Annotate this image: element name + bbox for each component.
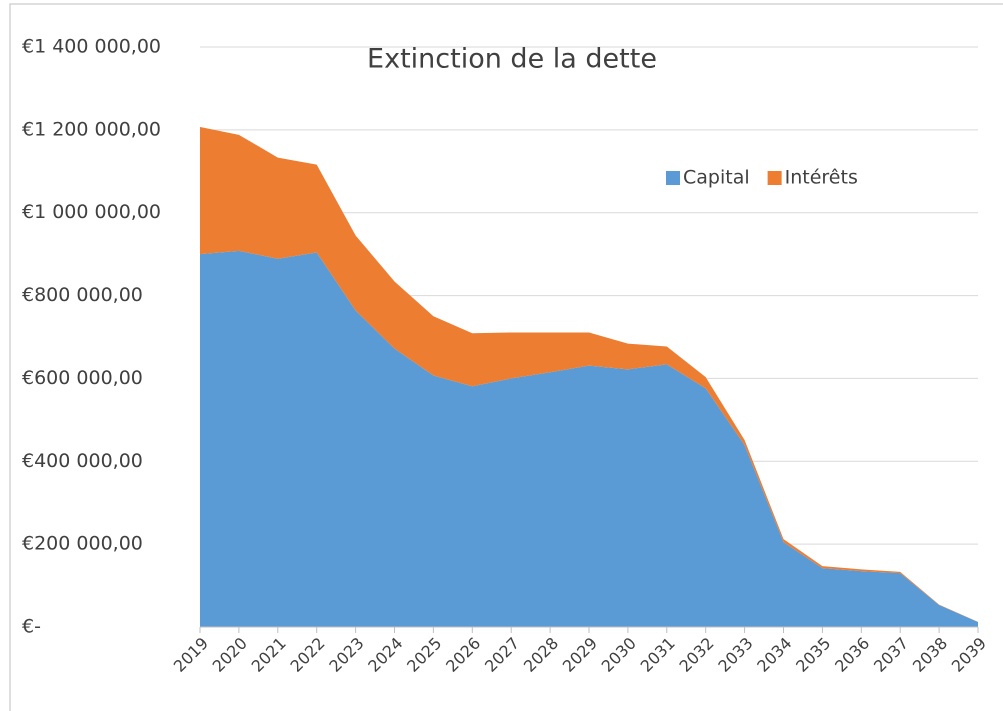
x-tick-label: 2038 [909,634,951,676]
y-tick-label: €400 000,00 [22,450,143,472]
area [200,250,978,628]
x-tick-label: 2023 [325,634,367,676]
chart-title: Extinction de la dette [367,44,657,75]
x-tick-label: 2019 [170,634,212,676]
x-tick-label: 2026 [442,634,484,676]
x-tick-label: 2034 [753,634,795,676]
y-tick-label: €1 000 000,00 [22,201,161,223]
y-tick-label: €1 200 000,00 [22,118,161,140]
x-tick-label: 2027 [481,634,523,676]
y-tick-label: €600 000,00 [22,367,143,389]
legend-label: Intérêts [785,167,858,189]
x-tick-label: 2033 [714,634,756,676]
y-tick-label: €- [22,616,41,638]
area [200,126,978,623]
x-tick-label: 2035 [792,634,834,676]
x-tick-label: 2031 [637,634,679,676]
x-tick-label: 2028 [520,634,562,676]
y-tick-label: €800 000,00 [22,284,143,306]
legend-swatch [767,171,782,185]
x-tick-label: 2022 [286,634,328,676]
x-tick-label: 2030 [598,634,640,676]
x-tick-label: 2029 [559,634,601,676]
x-tick-label: 2032 [675,634,717,676]
y-tick-label: €200 000,00 [22,533,143,555]
x-tick-label: 2025 [403,634,445,676]
x-tick-label: 2039 [948,634,990,676]
x-tick-label: 2020 [209,634,251,676]
x-tick-label: 2024 [364,634,406,676]
legend-label: Capital [683,167,750,189]
x-tick-label: 2036 [831,634,873,676]
chart-frame [9,3,1003,711]
x-tick-label: 2037 [870,634,912,676]
legend-swatch [666,171,680,185]
x-tick-label: 2021 [248,634,290,676]
y-tick-label: €1 400 000,00 [22,36,161,58]
